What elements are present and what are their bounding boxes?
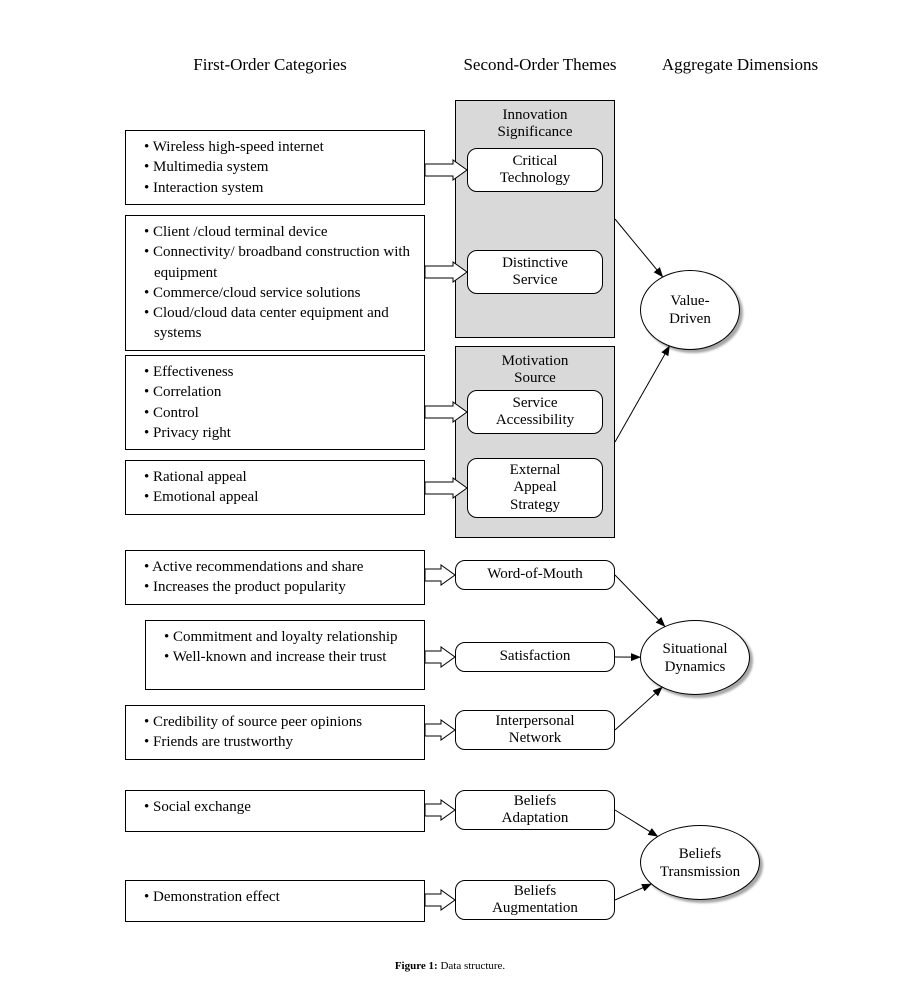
header-second-order: Second-Order Themes	[440, 55, 640, 75]
first-order-item: • Demonstration effect	[144, 887, 414, 907]
first-order-box: • Commitment and loyalty relationship• W…	[145, 620, 425, 690]
theme-group: InnovationSignificance	[455, 100, 615, 338]
first-order-box: • Client /cloud terminal device• Connect…	[125, 215, 425, 351]
first-order-box: • Credibility of source peer opinions• F…	[125, 705, 425, 760]
line-arrow	[615, 219, 662, 277]
diagram-canvas: First-Order Categories Second-Order Them…	[0, 0, 900, 993]
first-order-item: • Social exchange	[144, 797, 414, 817]
first-order-item: • Commitment and loyalty relationship	[164, 627, 414, 647]
first-order-item: • Multimedia system	[144, 157, 414, 177]
line-arrow	[615, 575, 665, 626]
block-arrow	[425, 890, 455, 910]
theme-group-title: InnovationSignificance	[456, 107, 614, 141]
figure-caption: Figure 1: Data structure.	[350, 960, 550, 972]
first-order-box: • Demonstration effect	[125, 880, 425, 922]
line-arrow	[615, 810, 657, 836]
first-order-item: • Friends are trustworthy	[144, 732, 414, 752]
first-order-item: • Increases the product popularity	[144, 577, 414, 597]
aggregate-ellipse: BeliefsTransmission	[640, 825, 760, 900]
first-order-item: • Connectivity/ broadband construction w…	[144, 242, 414, 283]
first-order-item: • Interaction system	[144, 178, 414, 198]
caption-label: Figure 1:	[395, 960, 438, 972]
line-arrow	[615, 687, 662, 730]
block-arrow	[425, 565, 455, 585]
aggregate-ellipse: Value-Driven	[640, 270, 740, 350]
first-order-box: • Effectiveness• Correlation• Control• P…	[125, 355, 425, 450]
first-order-box: • Social exchange	[125, 790, 425, 832]
theme-box: Satisfaction	[455, 642, 615, 672]
aggregate-ellipse: SituationalDynamics	[640, 620, 750, 695]
first-order-item: • Active recommendations and share	[144, 557, 414, 577]
first-order-item: • Privacy right	[144, 423, 414, 443]
theme-group-title: MotivationSource	[456, 353, 614, 387]
first-order-box: • Active recommendations and share• Incr…	[125, 550, 425, 605]
first-order-item: • Cloud/cloud data center equipment and …	[144, 303, 414, 344]
theme-box: ServiceAccessibility	[467, 390, 603, 434]
first-order-item: • Control	[144, 403, 414, 423]
theme-box: InterpersonalNetwork	[455, 710, 615, 750]
caption-text: Data structure.	[440, 960, 505, 972]
first-order-item: • Well-known and increase their trust	[164, 647, 414, 667]
block-arrow	[425, 800, 455, 820]
first-order-box: • Wireless high-speed internet• Multimed…	[125, 130, 425, 205]
first-order-item: • Credibility of source peer opinions	[144, 712, 414, 732]
block-arrow	[425, 720, 455, 740]
theme-box: BeliefsAdaptation	[455, 790, 615, 830]
first-order-box: • Rational appeal• Emotional appeal	[125, 460, 425, 515]
line-arrow	[615, 884, 651, 900]
first-order-item: • Effectiveness	[144, 362, 414, 382]
theme-box: CriticalTechnology	[467, 148, 603, 192]
theme-box: ExternalAppealStrategy	[467, 458, 603, 518]
first-order-item: • Correlation	[144, 382, 414, 402]
header-aggregate: Aggregate Dimensions	[640, 55, 840, 75]
theme-box: Word-of-Mouth	[455, 560, 615, 590]
first-order-item: • Client /cloud terminal device	[144, 222, 414, 242]
block-arrow	[425, 647, 455, 667]
theme-box: DistinctiveService	[467, 250, 603, 294]
header-first-order: First-Order Categories	[160, 55, 380, 75]
first-order-item: • Rational appeal	[144, 467, 414, 487]
first-order-item: • Emotional appeal	[144, 487, 414, 507]
line-arrow	[615, 346, 669, 442]
first-order-item: • Commerce/cloud service solutions	[144, 283, 414, 303]
first-order-item: • Wireless high-speed internet	[144, 137, 414, 157]
theme-box: BeliefsAugmentation	[455, 880, 615, 920]
